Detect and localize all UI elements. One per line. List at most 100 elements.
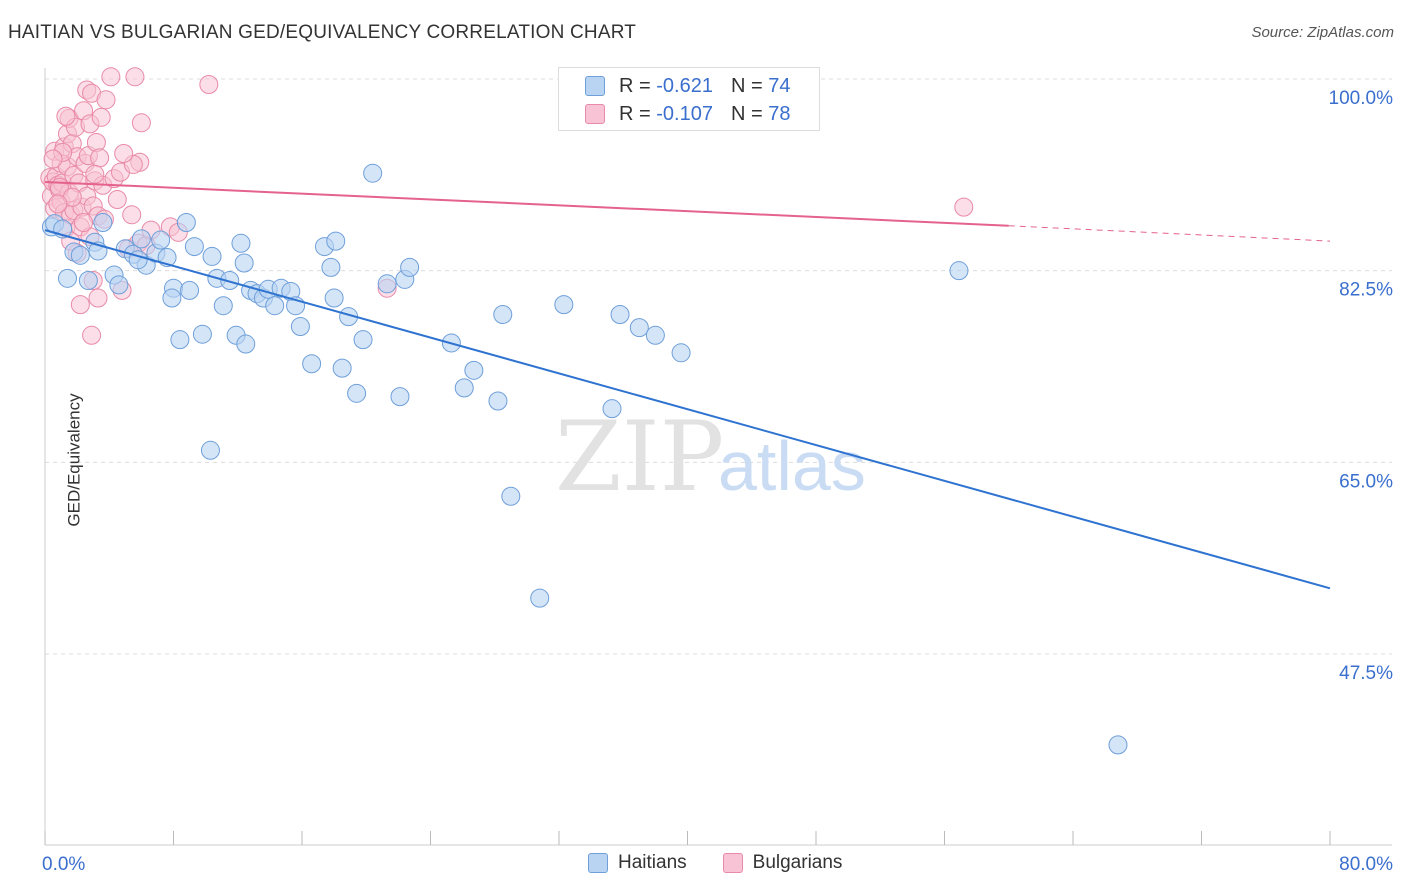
bulgarian-point bbox=[96, 90, 116, 110]
haitian-point bbox=[326, 231, 346, 251]
haitians-legend-label: Haitians bbox=[618, 852, 687, 873]
source-label: Source: ZipAtlas.com bbox=[1251, 24, 1394, 41]
haitian-point bbox=[353, 330, 373, 350]
y-tick-label: 65.0% bbox=[1339, 471, 1393, 492]
haitian-point bbox=[332, 358, 352, 378]
watermark: ZIP atlas bbox=[555, 401, 866, 513]
bulgarian-point bbox=[86, 133, 106, 153]
haitian-point bbox=[200, 440, 220, 460]
y-tick-labels: 47.5% 65.0% 82.5% 100.0% bbox=[1329, 88, 1394, 684]
bulgarian-point bbox=[107, 189, 127, 209]
haitians-r-value: -0.621 bbox=[656, 74, 713, 97]
bulgarians-n-value: 78 bbox=[768, 102, 791, 125]
grid-lines bbox=[45, 78, 1392, 655]
bulgarians-swatch bbox=[585, 104, 605, 124]
haitian-point bbox=[1108, 735, 1128, 755]
haitian-point bbox=[192, 324, 212, 344]
bulgarians-r-value: -0.107 bbox=[656, 102, 713, 125]
haitian-point bbox=[220, 271, 240, 291]
bulgarian-point bbox=[114, 143, 134, 163]
haitians-n-value: 74 bbox=[768, 74, 791, 97]
haitian-point bbox=[530, 588, 550, 608]
y-axis-label: GED/Equivalency bbox=[64, 393, 84, 527]
haitian-point bbox=[265, 296, 285, 316]
haitian-point bbox=[302, 354, 322, 374]
haitian-point bbox=[184, 237, 204, 257]
haitians-swatch bbox=[585, 76, 605, 96]
haitian-point bbox=[109, 275, 129, 295]
r-label: R = bbox=[619, 74, 651, 97]
haitian-point bbox=[347, 383, 367, 403]
bulgarian-point bbox=[122, 205, 142, 225]
bulgarian-point bbox=[199, 74, 219, 94]
haitian-point bbox=[170, 330, 190, 350]
haitian-point bbox=[488, 391, 508, 411]
bulgarians-points bbox=[40, 67, 974, 345]
chart-title: HAITIAN VS BULGARIAN GED/EQUIVALENCY COR… bbox=[8, 22, 637, 43]
haitian-point bbox=[602, 399, 622, 419]
bulgarian-point bbox=[48, 194, 68, 214]
haitian-point bbox=[162, 288, 182, 308]
bulgarian-point bbox=[125, 67, 145, 87]
legend-item-bulgarians[interactable]: Bulgarians bbox=[722, 852, 843, 874]
legend-stats: R = -0.621 N = 74 R = -0.107 N = 78 bbox=[558, 67, 820, 131]
legend-row-haitians: R = -0.621 N = 74 bbox=[559, 72, 790, 100]
haitian-point bbox=[321, 257, 341, 277]
bulgarian-point bbox=[954, 197, 974, 217]
haitian-point bbox=[400, 257, 420, 277]
legend-row-bulgarians: R = -0.107 N = 78 bbox=[559, 100, 790, 128]
legend-item-haitians[interactable]: Haitians bbox=[588, 852, 687, 874]
haitian-point bbox=[501, 486, 521, 506]
bulgarians-legend-label: Bulgarians bbox=[752, 852, 843, 873]
n-label: N = bbox=[730, 102, 763, 125]
bulgarian-point bbox=[74, 212, 94, 232]
bulgarian-point bbox=[88, 288, 108, 308]
haitian-point bbox=[57, 268, 77, 288]
trendlines bbox=[44, 180, 1331, 590]
haitian-point bbox=[377, 274, 397, 294]
bulgarian-point bbox=[82, 325, 102, 345]
haitian-point bbox=[213, 296, 233, 316]
bulgarians-trendline bbox=[44, 180, 1009, 227]
haitian-point bbox=[231, 233, 251, 253]
haitian-point bbox=[464, 360, 484, 380]
haitian-point bbox=[151, 230, 171, 250]
haitian-point bbox=[290, 317, 310, 337]
x-tick-label-max: 80.0% bbox=[1339, 854, 1393, 875]
bulgarians-legend-swatch bbox=[722, 853, 743, 873]
y-tick-label: 47.5% bbox=[1339, 663, 1393, 684]
r-label: R = bbox=[619, 102, 651, 125]
haitian-point bbox=[493, 304, 513, 324]
haitian-point bbox=[363, 163, 383, 183]
haitians-legend-swatch bbox=[588, 853, 608, 873]
haitian-point bbox=[78, 271, 98, 291]
bulgarian-point bbox=[101, 67, 121, 87]
legend-series: Haitians Bulgarians bbox=[588, 852, 878, 874]
haitian-point bbox=[645, 325, 665, 345]
haitian-point bbox=[949, 261, 969, 281]
bulgarian-point bbox=[43, 149, 63, 169]
haitian-point bbox=[390, 387, 410, 407]
bulgarian-point bbox=[91, 107, 111, 127]
haitian-point bbox=[236, 334, 256, 354]
y-tick-label: 82.5% bbox=[1339, 280, 1393, 301]
haitian-point bbox=[176, 212, 196, 232]
haitian-point bbox=[202, 246, 222, 266]
haitian-point bbox=[234, 253, 254, 273]
n-label: N = bbox=[730, 74, 763, 97]
haitian-point bbox=[131, 229, 151, 249]
haitian-point bbox=[671, 343, 691, 363]
bulgarian-point bbox=[70, 295, 90, 315]
haitian-point bbox=[70, 245, 90, 265]
haitian-point bbox=[629, 318, 649, 338]
watermark-atlas: atlas bbox=[718, 427, 866, 505]
y-tick-label: 100.0% bbox=[1329, 88, 1394, 109]
watermark-zip: ZIP bbox=[555, 401, 724, 513]
haitian-point bbox=[610, 304, 630, 324]
bulgarian-point bbox=[85, 164, 105, 184]
haitian-point bbox=[554, 295, 574, 315]
x-tick-label-min: 0.0% bbox=[42, 854, 85, 875]
haitian-point bbox=[454, 378, 474, 398]
bulgarian-point bbox=[90, 148, 110, 168]
